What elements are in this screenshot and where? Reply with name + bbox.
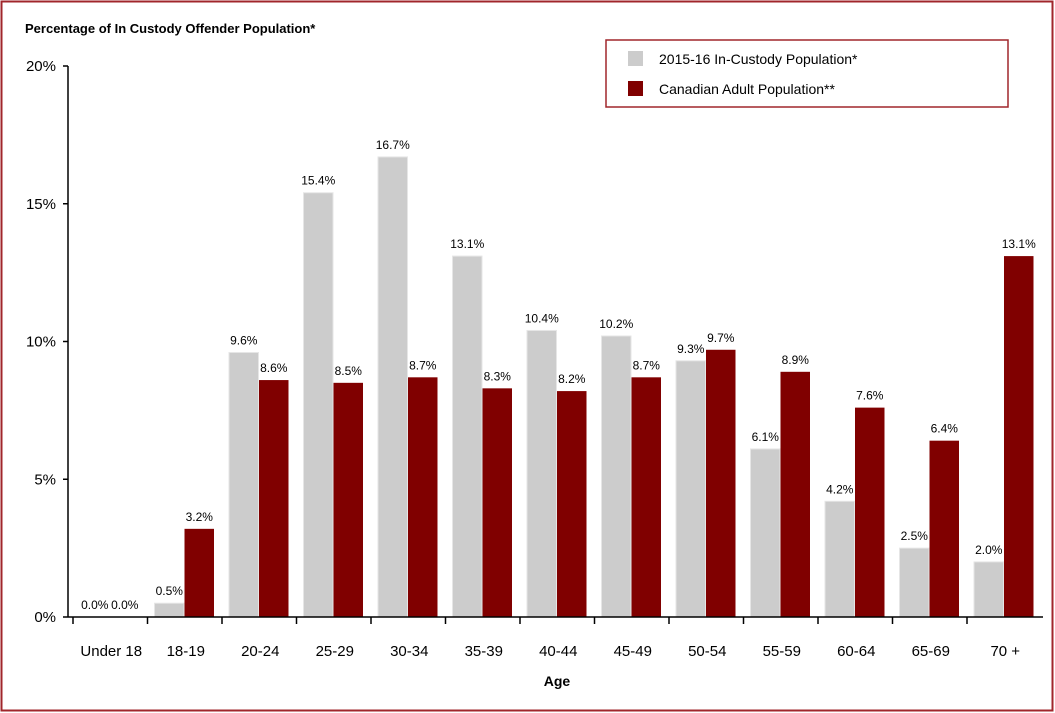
data-label: 16.7% — [376, 138, 410, 152]
data-label: 9.3% — [677, 342, 705, 356]
data-label: 8.5% — [335, 364, 363, 378]
x-tick-label: 55-59 — [763, 643, 801, 660]
bar-canadian-4 — [408, 377, 438, 617]
legend-swatch-custody — [628, 51, 643, 66]
y-tick-label: 5% — [34, 471, 56, 488]
data-label: 9.7% — [707, 331, 735, 345]
bar-custody-5 — [452, 255, 483, 618]
bar-custody-8 — [675, 360, 706, 618]
data-label: 8.7% — [633, 358, 661, 372]
data-label: 6.4% — [931, 422, 959, 436]
x-tick-label: 65-69 — [912, 643, 950, 660]
x-tick-label: 40-44 — [539, 643, 577, 660]
data-label: 8.2% — [558, 372, 586, 386]
bar-custody-3 — [303, 192, 334, 618]
y-tick-label: 0% — [34, 609, 56, 626]
bar-canadian-1 — [184, 528, 214, 617]
x-tick-label: 35-39 — [465, 643, 503, 660]
bar-canadian-9 — [780, 371, 810, 617]
data-label: 10.4% — [525, 311, 559, 325]
data-label: 15.4% — [301, 174, 335, 188]
bar-canadian-8 — [706, 349, 736, 617]
data-label: 10.2% — [599, 317, 633, 331]
x-tick-label: 20-24 — [241, 643, 279, 660]
bar-custody-12 — [973, 561, 1004, 618]
x-tick-label: 60-64 — [837, 643, 875, 660]
bar-custody-11 — [899, 547, 930, 618]
bar-canadian-3 — [333, 382, 363, 617]
data-label: 0.0% — [81, 598, 109, 612]
x-tick-label: 70 + — [990, 643, 1020, 660]
bar-custody-1 — [154, 602, 185, 618]
data-label: 13.1% — [1002, 237, 1036, 251]
data-label: 8.9% — [782, 353, 810, 367]
legend-label-canadian: Canadian Adult Population** — [659, 81, 835, 97]
chart-title: Percentage of In Custody Offender Popula… — [25, 21, 316, 36]
y-tick-label: 10% — [26, 334, 56, 351]
y-tick-label: 15% — [26, 196, 56, 213]
data-label: 8.6% — [260, 361, 288, 375]
bar-canadian-12 — [1004, 256, 1034, 617]
bar-custody-2 — [228, 352, 259, 618]
x-axis-label: Age — [544, 673, 571, 689]
x-tick-label: 18-19 — [167, 643, 205, 660]
x-tick-label: 50-54 — [688, 643, 726, 660]
data-label: 3.2% — [186, 510, 214, 524]
data-label: 0.5% — [156, 584, 184, 598]
data-label: 7.6% — [856, 389, 884, 403]
bar-canadian-2 — [259, 380, 289, 617]
bar-canadian-7 — [631, 377, 661, 617]
legend-swatch-canadian — [628, 81, 643, 96]
bar-canadian-5 — [482, 388, 512, 617]
data-label: 8.3% — [484, 369, 512, 383]
x-tick-label: 25-29 — [316, 643, 354, 660]
legend: 2015-16 In-Custody Population* Canadian … — [605, 39, 1009, 108]
data-label: 9.6% — [230, 334, 258, 348]
bar-custody-6 — [526, 329, 557, 618]
data-label: 8.7% — [409, 358, 437, 372]
data-label: 6.1% — [752, 430, 780, 444]
x-tick-label: 45-49 — [614, 643, 652, 660]
data-label: 4.2% — [826, 482, 854, 496]
data-label: 2.5% — [901, 529, 929, 543]
bar-custody-9 — [750, 448, 781, 618]
bar-custody-7 — [601, 335, 632, 618]
legend-label-custody: 2015-16 In-Custody Population* — [659, 51, 858, 67]
bar-canadian-11 — [929, 440, 959, 617]
data-label: 2.0% — [975, 543, 1003, 557]
data-label: 13.1% — [450, 237, 484, 251]
bar-canadian-10 — [855, 407, 885, 617]
bar-custody-10 — [824, 500, 855, 618]
x-tick-label: 30-34 — [390, 643, 428, 660]
x-tick-label: Under 18 — [80, 643, 142, 660]
bar-custody-4 — [377, 156, 408, 618]
y-tick-label: 20% — [26, 58, 56, 75]
bar-canadian-6 — [557, 391, 587, 617]
data-label: 0.0% — [111, 598, 139, 612]
legend-box — [605, 39, 1009, 108]
